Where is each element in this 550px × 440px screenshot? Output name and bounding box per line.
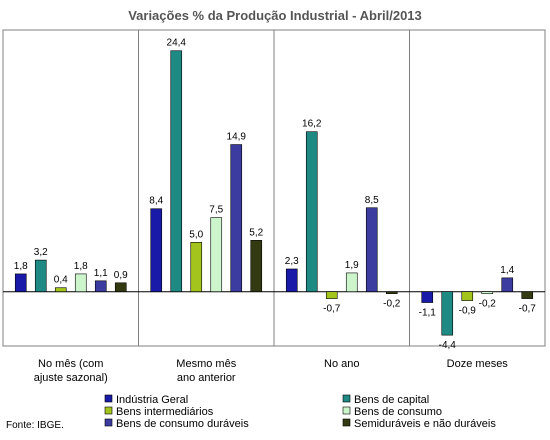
bar (230, 144, 243, 292)
legend-swatch (342, 394, 351, 403)
value-label: 1,9 (345, 260, 359, 271)
value-label: -1,1 (419, 308, 437, 319)
bar (114, 282, 127, 292)
legend-entry: Bens de capital (354, 394, 429, 406)
value-label: 0,9 (114, 270, 128, 281)
value-label: 14,9 (227, 132, 247, 143)
bar (481, 291, 494, 294)
legend-swatch (104, 418, 113, 427)
bar (461, 291, 474, 301)
value-label: -0,9 (459, 306, 477, 317)
value-label: -4,4 (439, 340, 457, 351)
value-label: 8,4 (149, 196, 163, 207)
value-label: 8,5 (365, 195, 379, 206)
value-label: 3,2 (34, 247, 48, 258)
bar (521, 291, 534, 299)
bar (150, 208, 163, 292)
value-label: 5,2 (249, 227, 263, 238)
value-label: 1,1 (94, 268, 108, 279)
source-note: Fonte: IBGE. (6, 420, 64, 431)
category-labels: No mês (com ajuste sazonal) Mesmo mês ano a… (34, 358, 509, 384)
legend-swatch (104, 394, 113, 403)
bar (74, 273, 87, 292)
value-label: 1,8 (74, 261, 88, 272)
category-label: Doze meses (447, 358, 509, 370)
bar (385, 291, 398, 294)
value-labels: 1,8 3,2 0,4 1,8 1,1 0,9 8,4 24,4 5,0 7,5 14,9 5,2 2,… (14, 38, 537, 351)
bar (250, 240, 263, 292)
legend-entry: Bens intermediários (116, 406, 214, 418)
legend-swatch (342, 406, 351, 415)
bar (170, 50, 183, 292)
category-label: No ano (324, 358, 359, 370)
bar (441, 291, 454, 336)
legend: Indústria Geral Bens de capital Bens inter… (104, 394, 496, 430)
bar (285, 268, 298, 292)
bar (365, 207, 378, 292)
bar (190, 242, 203, 292)
value-label: -0,2 (479, 299, 497, 310)
legend-entry: Bens de consumo duráveis (116, 418, 249, 430)
bar (54, 287, 67, 292)
legend-entry: Semiduráveis e não duráveis (354, 418, 496, 430)
bar (14, 273, 27, 292)
bar (421, 291, 434, 303)
bar (34, 259, 47, 292)
bar (325, 291, 338, 299)
value-label: 16,2 (302, 119, 322, 130)
category-label: No mês (com (38, 358, 103, 370)
category-label: ano anterior (177, 372, 236, 384)
bar (94, 280, 107, 292)
value-label: 2,3 (285, 256, 299, 267)
value-label: -0,7 (519, 304, 537, 315)
legend-entry: Bens de consumo (354, 406, 442, 418)
value-label: -0,7 (323, 304, 341, 315)
legend-swatch (342, 418, 351, 427)
value-label: 1,8 (14, 261, 28, 272)
value-label: 7,5 (209, 205, 223, 216)
category-label: Mesmo mês (176, 358, 236, 370)
bar (210, 217, 223, 292)
value-label: 24,4 (167, 38, 187, 49)
bar (345, 272, 358, 292)
bars (14, 50, 534, 336)
bar (501, 277, 514, 292)
value-label: 0,4 (54, 275, 68, 286)
value-label: -0,2 (383, 299, 401, 310)
chart-title: Variações % da Produção Industrial - Abr… (128, 8, 422, 23)
category-dividers (138, 30, 410, 346)
legend-entry: Indústria Geral (116, 394, 188, 406)
value-label: 1,4 (500, 265, 514, 276)
bar (305, 131, 318, 292)
value-label: 5,0 (189, 229, 203, 240)
legend-swatch (104, 406, 113, 415)
category-label: ajuste sazonal) (34, 372, 108, 384)
